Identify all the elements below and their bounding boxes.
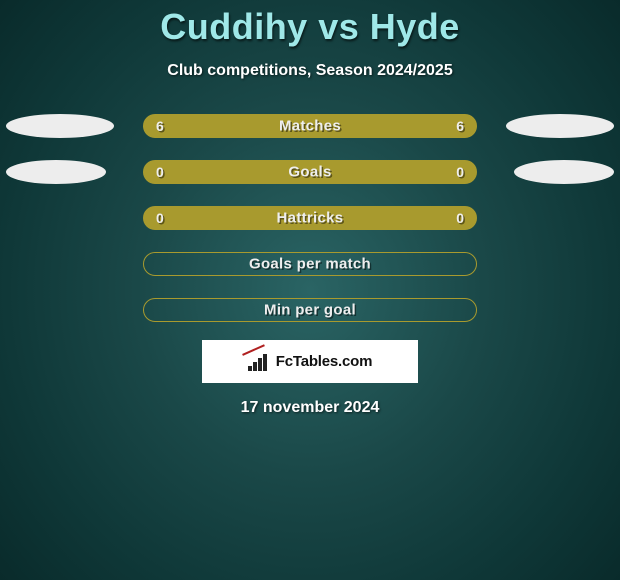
stat-pill-min-per-goal: Min per goal (143, 298, 477, 322)
right-marker-oval (514, 160, 614, 184)
stat-rows: 6 Matches 6 0 Goals 0 0 Hattricks 0 (0, 114, 620, 322)
stat-right-value: 0 (456, 210, 464, 226)
bar-chart-icon (248, 353, 270, 371)
subtitle: Club competitions, Season 2024/2025 (0, 62, 620, 80)
stat-right-value: 6 (456, 118, 464, 134)
logo-text: FcTables.com (276, 353, 373, 370)
comparison-infographic: Cuddihy vs Hyde Club competitions, Seaso… (0, 0, 620, 580)
page-title: Cuddihy vs Hyde (0, 6, 620, 48)
date-label: 17 november 2024 (0, 399, 620, 417)
stat-label: Hattricks (277, 210, 344, 227)
right-marker-oval (506, 114, 614, 138)
source-logo: FcTables.com (202, 340, 418, 383)
stat-label: Goals per match (249, 256, 371, 273)
stat-left-value: 0 (156, 210, 164, 226)
stat-left-value: 0 (156, 164, 164, 180)
stat-label: Min per goal (264, 302, 356, 319)
stat-pill-goals-per-match: Goals per match (143, 252, 477, 276)
stat-label: Goals (288, 164, 331, 181)
stat-row: 0 Goals 0 (0, 160, 620, 184)
stat-right-value: 0 (456, 164, 464, 180)
stat-row: 0 Hattricks 0 (0, 206, 620, 230)
stat-label: Matches (279, 118, 341, 135)
stat-row: 6 Matches 6 (0, 114, 620, 138)
stat-row: Min per goal (0, 298, 620, 322)
left-marker-oval (6, 160, 106, 184)
stat-pill-matches: 6 Matches 6 (143, 114, 477, 138)
left-marker-oval (6, 114, 114, 138)
stat-left-value: 6 (156, 118, 164, 134)
stat-row: Goals per match (0, 252, 620, 276)
stat-pill-goals: 0 Goals 0 (143, 160, 477, 184)
stat-pill-hattricks: 0 Hattricks 0 (143, 206, 477, 230)
